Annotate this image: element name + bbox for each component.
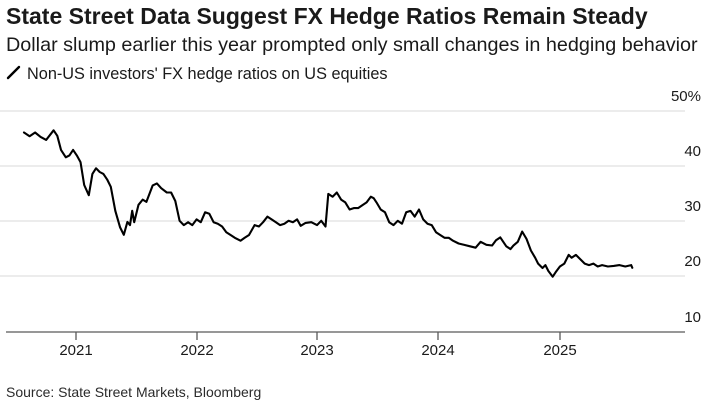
svg-text:2025: 2025 <box>543 342 576 359</box>
svg-text:50%: 50% <box>671 88 701 105</box>
svg-text:2023: 2023 <box>300 342 333 359</box>
svg-text:20: 20 <box>684 253 701 270</box>
svg-text:30: 30 <box>684 198 701 215</box>
svg-text:2021: 2021 <box>59 342 92 359</box>
svg-text:10: 10 <box>684 309 701 326</box>
svg-text:2022: 2022 <box>180 342 213 359</box>
svg-text:2024: 2024 <box>421 342 454 359</box>
svg-text:40: 40 <box>684 143 701 160</box>
